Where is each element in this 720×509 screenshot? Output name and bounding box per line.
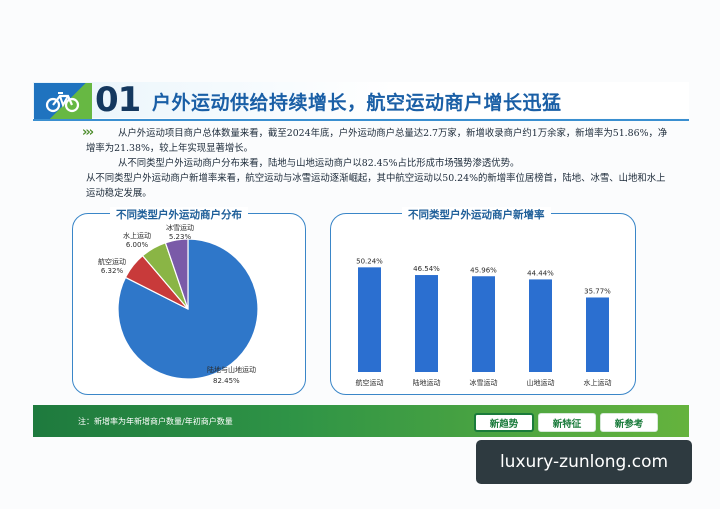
bar xyxy=(472,276,495,372)
bar xyxy=(529,279,552,372)
paragraph-distribution: 从不同类型户外运动商户分布来看，陆地与山地运动商户以82.45%占比形成市场强势… xyxy=(118,158,520,169)
paragraph-growth: 从不同类型户外运动商户新增率来看，航空运动与冰雪运动逐渐崛起，其中航空运动以50… xyxy=(86,173,666,199)
bar-value-label: 44.44% xyxy=(527,269,554,277)
pie-title: 不同类型户外运动商户分布 xyxy=(110,207,248,222)
section-number: 01 xyxy=(95,80,141,120)
bar-value-label: 45.96% xyxy=(470,266,497,274)
tab-new-reference[interactable]: 新参考 xyxy=(600,413,658,432)
tab-new-trend[interactable]: 新趋势 xyxy=(474,413,534,432)
bar-category-label: 航空运动 xyxy=(356,378,384,387)
header-band xyxy=(33,82,689,118)
bar xyxy=(586,297,609,372)
page-title: 户外运动供给持续增长，航空运动商户增长迅猛 xyxy=(152,92,562,114)
footnote: 注：新增率为年新增商户数量/年初商户数量 xyxy=(78,417,233,426)
bar xyxy=(415,275,438,372)
paragraph-total: 从户外运动项目商户总体数量来看，截至2024年底，户外运动商户总量达2.7万家，… xyxy=(86,128,668,154)
pie-slice-label: 82.45% xyxy=(213,377,240,385)
chevrons-icon: ››› xyxy=(82,125,94,140)
pie-slice-label: 5.23% xyxy=(169,233,192,241)
pie-slice-name: 水上运动 xyxy=(123,231,151,240)
pie-slice xyxy=(164,238,189,310)
bar-category-label: 水上运动 xyxy=(584,378,612,387)
bar-category-label: 陆地运动 xyxy=(413,378,441,387)
pie-slice-label: 6.32% xyxy=(101,267,124,275)
header-divider xyxy=(33,119,689,121)
pie-slice-name: 冰雪运动 xyxy=(166,223,194,232)
bar-category-label: 山地运动 xyxy=(527,378,555,387)
bar-category-label: 冰雪运动 xyxy=(470,378,498,387)
pie-slice-label: 6.00% xyxy=(126,241,149,249)
bar-title: 不同类型户外运动商户新增率 xyxy=(402,207,551,222)
pie-slice-name: 航空运动 xyxy=(98,257,126,266)
bar xyxy=(358,267,381,372)
bar-value-label: 46.54% xyxy=(413,265,440,273)
pie-slice-name: 陆地与山地运动 xyxy=(207,365,256,374)
bar-value-label: 50.24% xyxy=(356,257,383,265)
tab-new-feature[interactable]: 新特征 xyxy=(538,413,596,432)
watermark: luxury-zunlong.com xyxy=(476,440,692,484)
bar-chart: 50.24% 航空运动 46.54% 陆地运动 45.96% 冰雪运动 44.44% 山地运动… xyxy=(356,257,612,387)
bar-value-label: 35.77% xyxy=(584,287,611,295)
bicycle-icon xyxy=(34,83,92,119)
